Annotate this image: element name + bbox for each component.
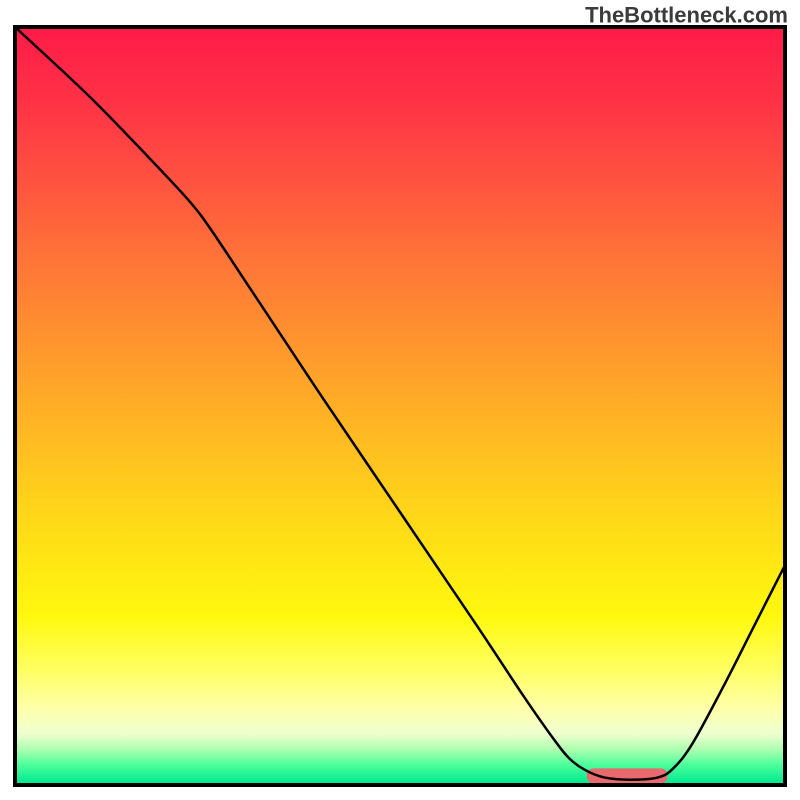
heat-gradient-background [17,29,783,783]
bottleneck-chart: TheBottleneck.com [0,0,800,800]
watermark-text: TheBottleneck.com [585,3,788,28]
